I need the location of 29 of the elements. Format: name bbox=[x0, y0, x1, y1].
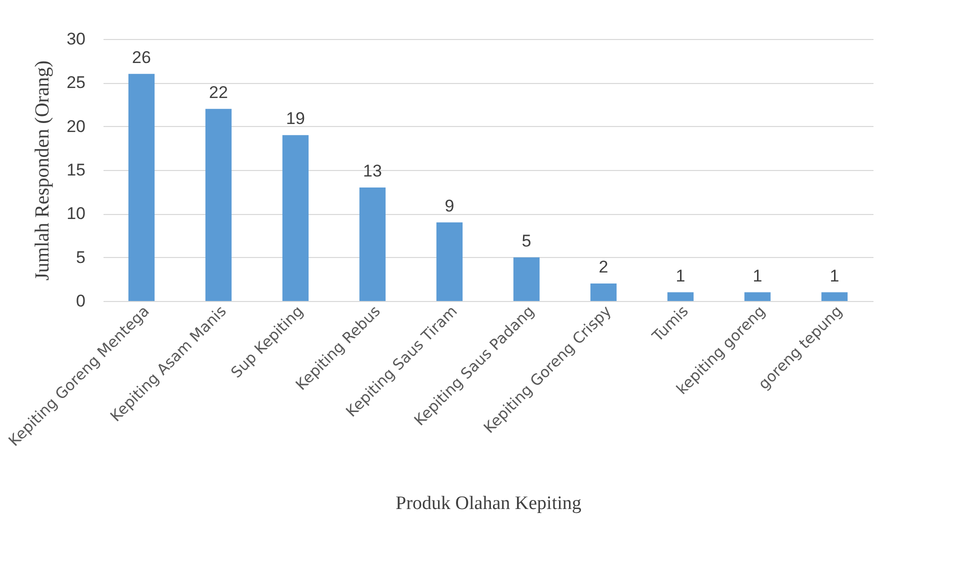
bar bbox=[513, 257, 540, 301]
data-label: 5 bbox=[522, 231, 532, 250]
y-tick-label: 5 bbox=[76, 248, 86, 267]
x-axis-title: Produk Olahan Kepiting bbox=[396, 493, 582, 514]
data-label: 22 bbox=[209, 82, 228, 102]
y-tick-label: 30 bbox=[66, 30, 86, 48]
y-tick-label: 0 bbox=[76, 292, 86, 310]
data-label: 1 bbox=[830, 266, 840, 286]
y-axis-title: Jumlah Responden (Orang) bbox=[32, 60, 54, 280]
bar bbox=[205, 108, 232, 301]
y-tick-label: 20 bbox=[66, 116, 86, 136]
bar bbox=[128, 74, 155, 301]
y-tick-label: 10 bbox=[66, 204, 86, 224]
bar bbox=[282, 135, 309, 301]
data-label: 2 bbox=[598, 258, 608, 277]
data-label: 26 bbox=[132, 48, 151, 67]
bar bbox=[359, 187, 386, 301]
bar bbox=[436, 222, 463, 301]
data-label: 13 bbox=[363, 161, 382, 180]
y-tick-label: 25 bbox=[66, 73, 86, 92]
bar bbox=[590, 284, 617, 301]
bar bbox=[667, 292, 694, 301]
data-label: 1 bbox=[752, 266, 762, 286]
data-label: 9 bbox=[444, 196, 454, 216]
data-label: 19 bbox=[286, 109, 305, 128]
bar bbox=[744, 292, 771, 301]
bar bbox=[821, 292, 848, 301]
y-tick-label: 15 bbox=[66, 160, 86, 180]
data-label: 1 bbox=[676, 266, 686, 286]
